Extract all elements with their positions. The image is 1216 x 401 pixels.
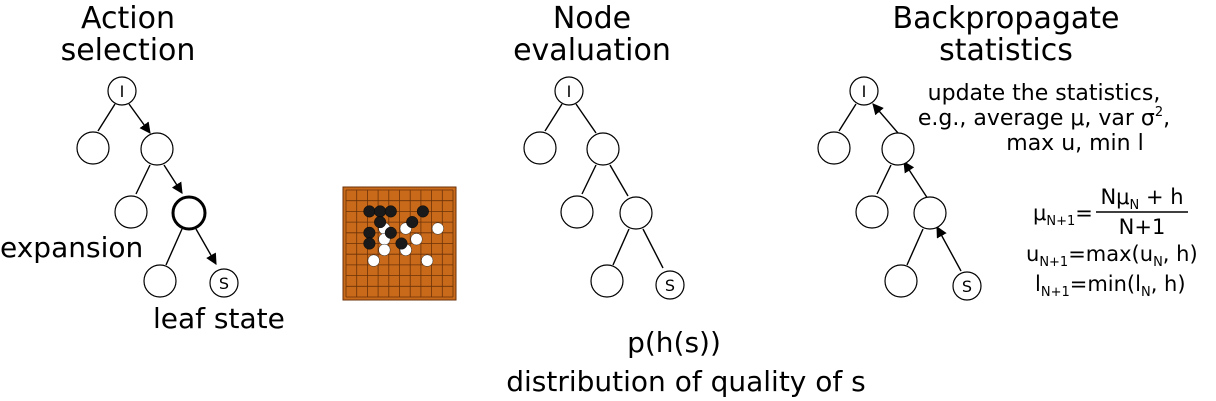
go-black-stone [384,205,397,218]
evaluation-edge-1 [544,103,563,132]
formula-mu-numerator: NμN + h [1100,185,1183,213]
go-board-image [342,186,457,301]
go-black-stone [363,205,376,218]
go-black-stone [374,205,387,218]
backprop-node-l2-left [855,195,889,229]
distribution-caption: distribution of quality of s [506,365,866,398]
selection-edge-mid-right [163,164,183,194]
formula-mu: μN+1= NμN + h N+1 [1033,185,1188,239]
formula-l: lN+1=min(lN, h) [1035,272,1186,300]
go-black-stone [384,226,397,239]
evaluation-root-node [554,76,584,106]
backprop-node-l3-left [884,264,918,298]
evaluation-root-label: I [567,82,572,101]
backprop-node-l2-right [913,196,947,230]
selection-node-l1-right [140,132,174,166]
leaf-state-label: leaf state [153,302,285,335]
evaluation-leaf-label: S [665,276,675,295]
selection-edge-exp-right [195,228,217,265]
go-stones [363,205,444,267]
backprop-node-l1-right [881,132,915,166]
evaluation-node-l2-left [560,195,594,229]
evaluation-edge-3 [581,164,597,195]
backprop-node-l1-left [817,131,851,165]
selection-root-label: I [120,82,125,101]
evaluation-edge-4 [609,164,629,197]
panel-action-selection: Action selection I S expansion leaf stat… [0,1,285,335]
go-white-stone [378,243,391,256]
backprop-edge-5 [906,228,924,266]
selection-edge-mid-left [135,164,151,195]
backprop-root-label: I [862,82,867,101]
backprop-note-line3: max u, min l [1006,131,1143,156]
selection-edge-root-left [97,103,116,132]
evaluation-node-l2-right [619,196,653,230]
evaluation-node-l3-left [590,264,624,298]
formula-u: uN+1=max(uN, h) [1026,242,1198,270]
backprop-title-line1: Backpropagate [893,1,1120,36]
go-white-stone [431,222,444,235]
evaluation-node-l1-left [523,131,557,165]
selection-title-line2: selection [61,33,196,68]
selection-title-line1: Action [81,1,175,36]
backprop-edge-3 [876,164,892,195]
selection-node-l1-left [76,131,110,165]
backprop-note-line2: e.g., average μ, var σ2, [918,105,1170,131]
evaluation-edge-2 [575,103,597,134]
formula-mu-lhs: μN+1= [1033,201,1093,229]
selection-expanded-node [171,195,207,231]
panel-node-evaluation: Node evaluation I S p(h(s)) distribution… [506,1,866,398]
selection-edge-exp-left [165,228,183,266]
go-black-stone [395,237,408,250]
go-white-stone [421,254,434,267]
selection-node-l2-left [114,195,148,229]
selection-leaf-label: S [219,274,229,293]
go-white-stone [367,254,380,267]
formula-mu-denominator: N+1 [1119,215,1166,239]
backprop-edge-1 [838,103,857,132]
backprop-edge-2 [872,103,899,134]
distribution-expression: p(h(s)) [627,326,721,359]
backprop-leaf-label: S [962,277,972,296]
evaluation-edge-5 [612,228,630,266]
go-black-stone [363,226,376,239]
go-black-stone [416,205,429,218]
backprop-title-line2: statistics [939,33,1073,68]
selection-root-node [107,76,137,106]
backprop-edge-4 [903,161,929,200]
backprop-note-line1: update the statistics, [928,81,1161,106]
panel-backpropagate: Backpropagate statistics I S update the … [817,1,1198,301]
evaluation-edge-6 [642,228,664,269]
go-black-stone [406,216,419,229]
backprop-edge-6 [936,226,962,272]
expansion-label: expansion [0,231,143,264]
backprop-leaf-node [952,271,982,301]
evaluation-leaf-node [655,270,685,300]
go-white-stone [410,233,423,246]
evaluation-node-l1-right [586,132,620,166]
evaluation-title-line2: evaluation [513,33,671,68]
go-black-stone [374,216,387,229]
backprop-root-node [849,76,879,106]
evaluation-title-line1: Node [553,1,631,36]
selection-node-l3-left [143,264,177,298]
selection-edge-root-right [128,103,151,134]
go-black-stone [363,237,376,250]
selection-leaf-node [209,268,239,298]
